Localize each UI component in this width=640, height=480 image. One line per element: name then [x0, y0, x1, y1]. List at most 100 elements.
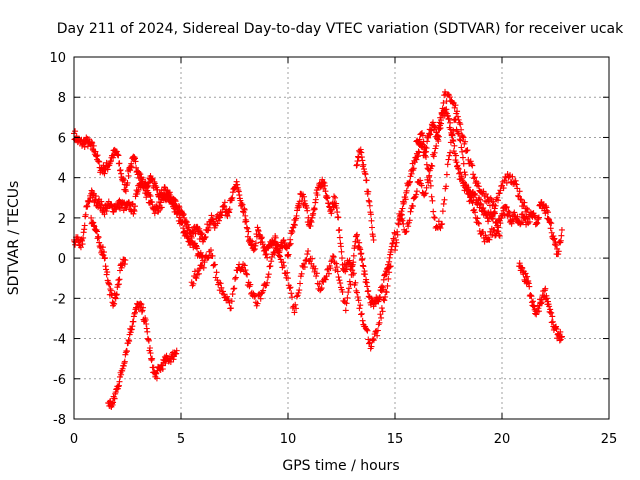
data-point — [463, 182, 470, 189]
data-point — [427, 177, 434, 184]
y-tick-label: 4 — [58, 172, 66, 187]
data-point — [272, 234, 279, 241]
data-point — [298, 270, 305, 277]
data-point — [475, 219, 482, 226]
data-point — [514, 213, 521, 220]
data-point — [102, 254, 109, 261]
data-point — [423, 161, 430, 168]
y-axis-label: SDTVAR / TECUs — [6, 181, 22, 296]
data-point — [364, 283, 371, 290]
data-point — [217, 280, 224, 287]
data-point — [500, 185, 507, 192]
data-point — [496, 232, 503, 239]
data-point — [423, 153, 430, 160]
data-point — [132, 158, 139, 165]
data-point — [456, 136, 463, 143]
y-axis-ticks: -8 -6 -4 -2 0 2 4 6 8 10 — [49, 51, 609, 428]
data-point — [110, 399, 117, 406]
data-point — [270, 249, 277, 256]
data-point — [312, 265, 319, 272]
data-point — [438, 111, 445, 118]
data-point — [274, 248, 281, 255]
data-point — [374, 332, 381, 339]
data-point — [195, 270, 202, 277]
data-point — [336, 226, 343, 233]
data-point — [286, 285, 293, 292]
data-point — [403, 187, 410, 194]
data-point — [463, 187, 470, 194]
data-point — [285, 251, 292, 258]
data-point — [492, 202, 499, 209]
data-point — [376, 319, 383, 326]
data-point — [459, 133, 466, 140]
data-point — [202, 233, 209, 240]
data-point — [457, 121, 464, 128]
data-point — [333, 264, 340, 271]
data-point — [335, 214, 342, 221]
data-point — [350, 252, 357, 259]
data-point — [338, 248, 345, 255]
data-point — [501, 211, 508, 218]
data-point — [207, 247, 214, 254]
data-point — [384, 282, 391, 289]
data-point — [264, 254, 271, 261]
data-point — [145, 337, 152, 344]
data-point — [224, 293, 231, 300]
data-point — [446, 115, 453, 122]
data-point — [365, 287, 372, 294]
data-point — [368, 224, 375, 231]
data-point — [471, 209, 478, 216]
data-point — [307, 223, 314, 230]
data-point — [301, 264, 308, 271]
data-point — [325, 270, 332, 277]
data-point — [378, 305, 385, 312]
data-point — [422, 190, 429, 197]
data-point — [427, 182, 434, 189]
data-point — [462, 138, 469, 145]
data-point — [271, 250, 278, 257]
data-point — [276, 253, 283, 260]
data-point — [295, 289, 302, 296]
data-point — [435, 218, 442, 225]
data-point — [458, 144, 465, 151]
data-point — [478, 201, 485, 208]
data-point — [276, 252, 283, 259]
y-tick-label: 6 — [58, 131, 66, 146]
data-point — [423, 184, 430, 191]
data-point — [201, 259, 208, 266]
data-point — [363, 177, 370, 184]
data-point — [289, 294, 296, 301]
data-point — [424, 165, 431, 172]
data-point — [165, 190, 172, 197]
data-point — [454, 108, 461, 115]
data-point — [464, 147, 471, 154]
data-point — [378, 314, 385, 321]
data-point — [452, 152, 459, 159]
data-point — [283, 245, 290, 252]
grid-lines — [74, 57, 609, 419]
data-point — [327, 265, 334, 272]
data-point — [475, 220, 482, 227]
data-point — [366, 202, 373, 209]
data-point — [101, 211, 108, 218]
data-point — [416, 149, 423, 156]
data-point — [394, 231, 401, 238]
data-point — [448, 131, 455, 138]
y-tick-label: -6 — [53, 373, 66, 388]
data-point — [352, 279, 359, 286]
data-point — [431, 214, 438, 221]
data-point — [305, 248, 312, 255]
data-point — [218, 284, 225, 291]
data-point — [558, 232, 565, 239]
data-point — [228, 298, 235, 305]
data-point — [443, 183, 450, 190]
data-point — [497, 220, 504, 227]
data-point — [358, 310, 365, 317]
data-point — [301, 260, 308, 267]
data-point — [496, 190, 503, 197]
data-point — [491, 226, 498, 233]
data-point — [546, 303, 553, 310]
data-point — [433, 142, 440, 149]
data-point — [243, 218, 250, 225]
data-point — [245, 228, 252, 235]
